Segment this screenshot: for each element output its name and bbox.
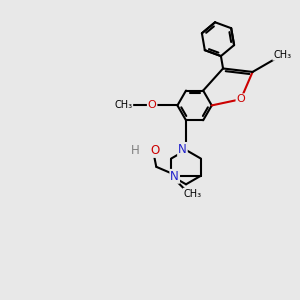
Text: CH₃: CH₃ xyxy=(184,189,202,199)
Text: O: O xyxy=(148,100,157,110)
Text: O: O xyxy=(150,144,159,157)
Text: CH₃: CH₃ xyxy=(114,100,132,110)
Text: O: O xyxy=(236,94,245,104)
Text: CH₃: CH₃ xyxy=(273,50,291,60)
Text: H: H xyxy=(131,144,140,157)
Text: N: N xyxy=(170,170,179,183)
Text: N: N xyxy=(178,143,187,156)
